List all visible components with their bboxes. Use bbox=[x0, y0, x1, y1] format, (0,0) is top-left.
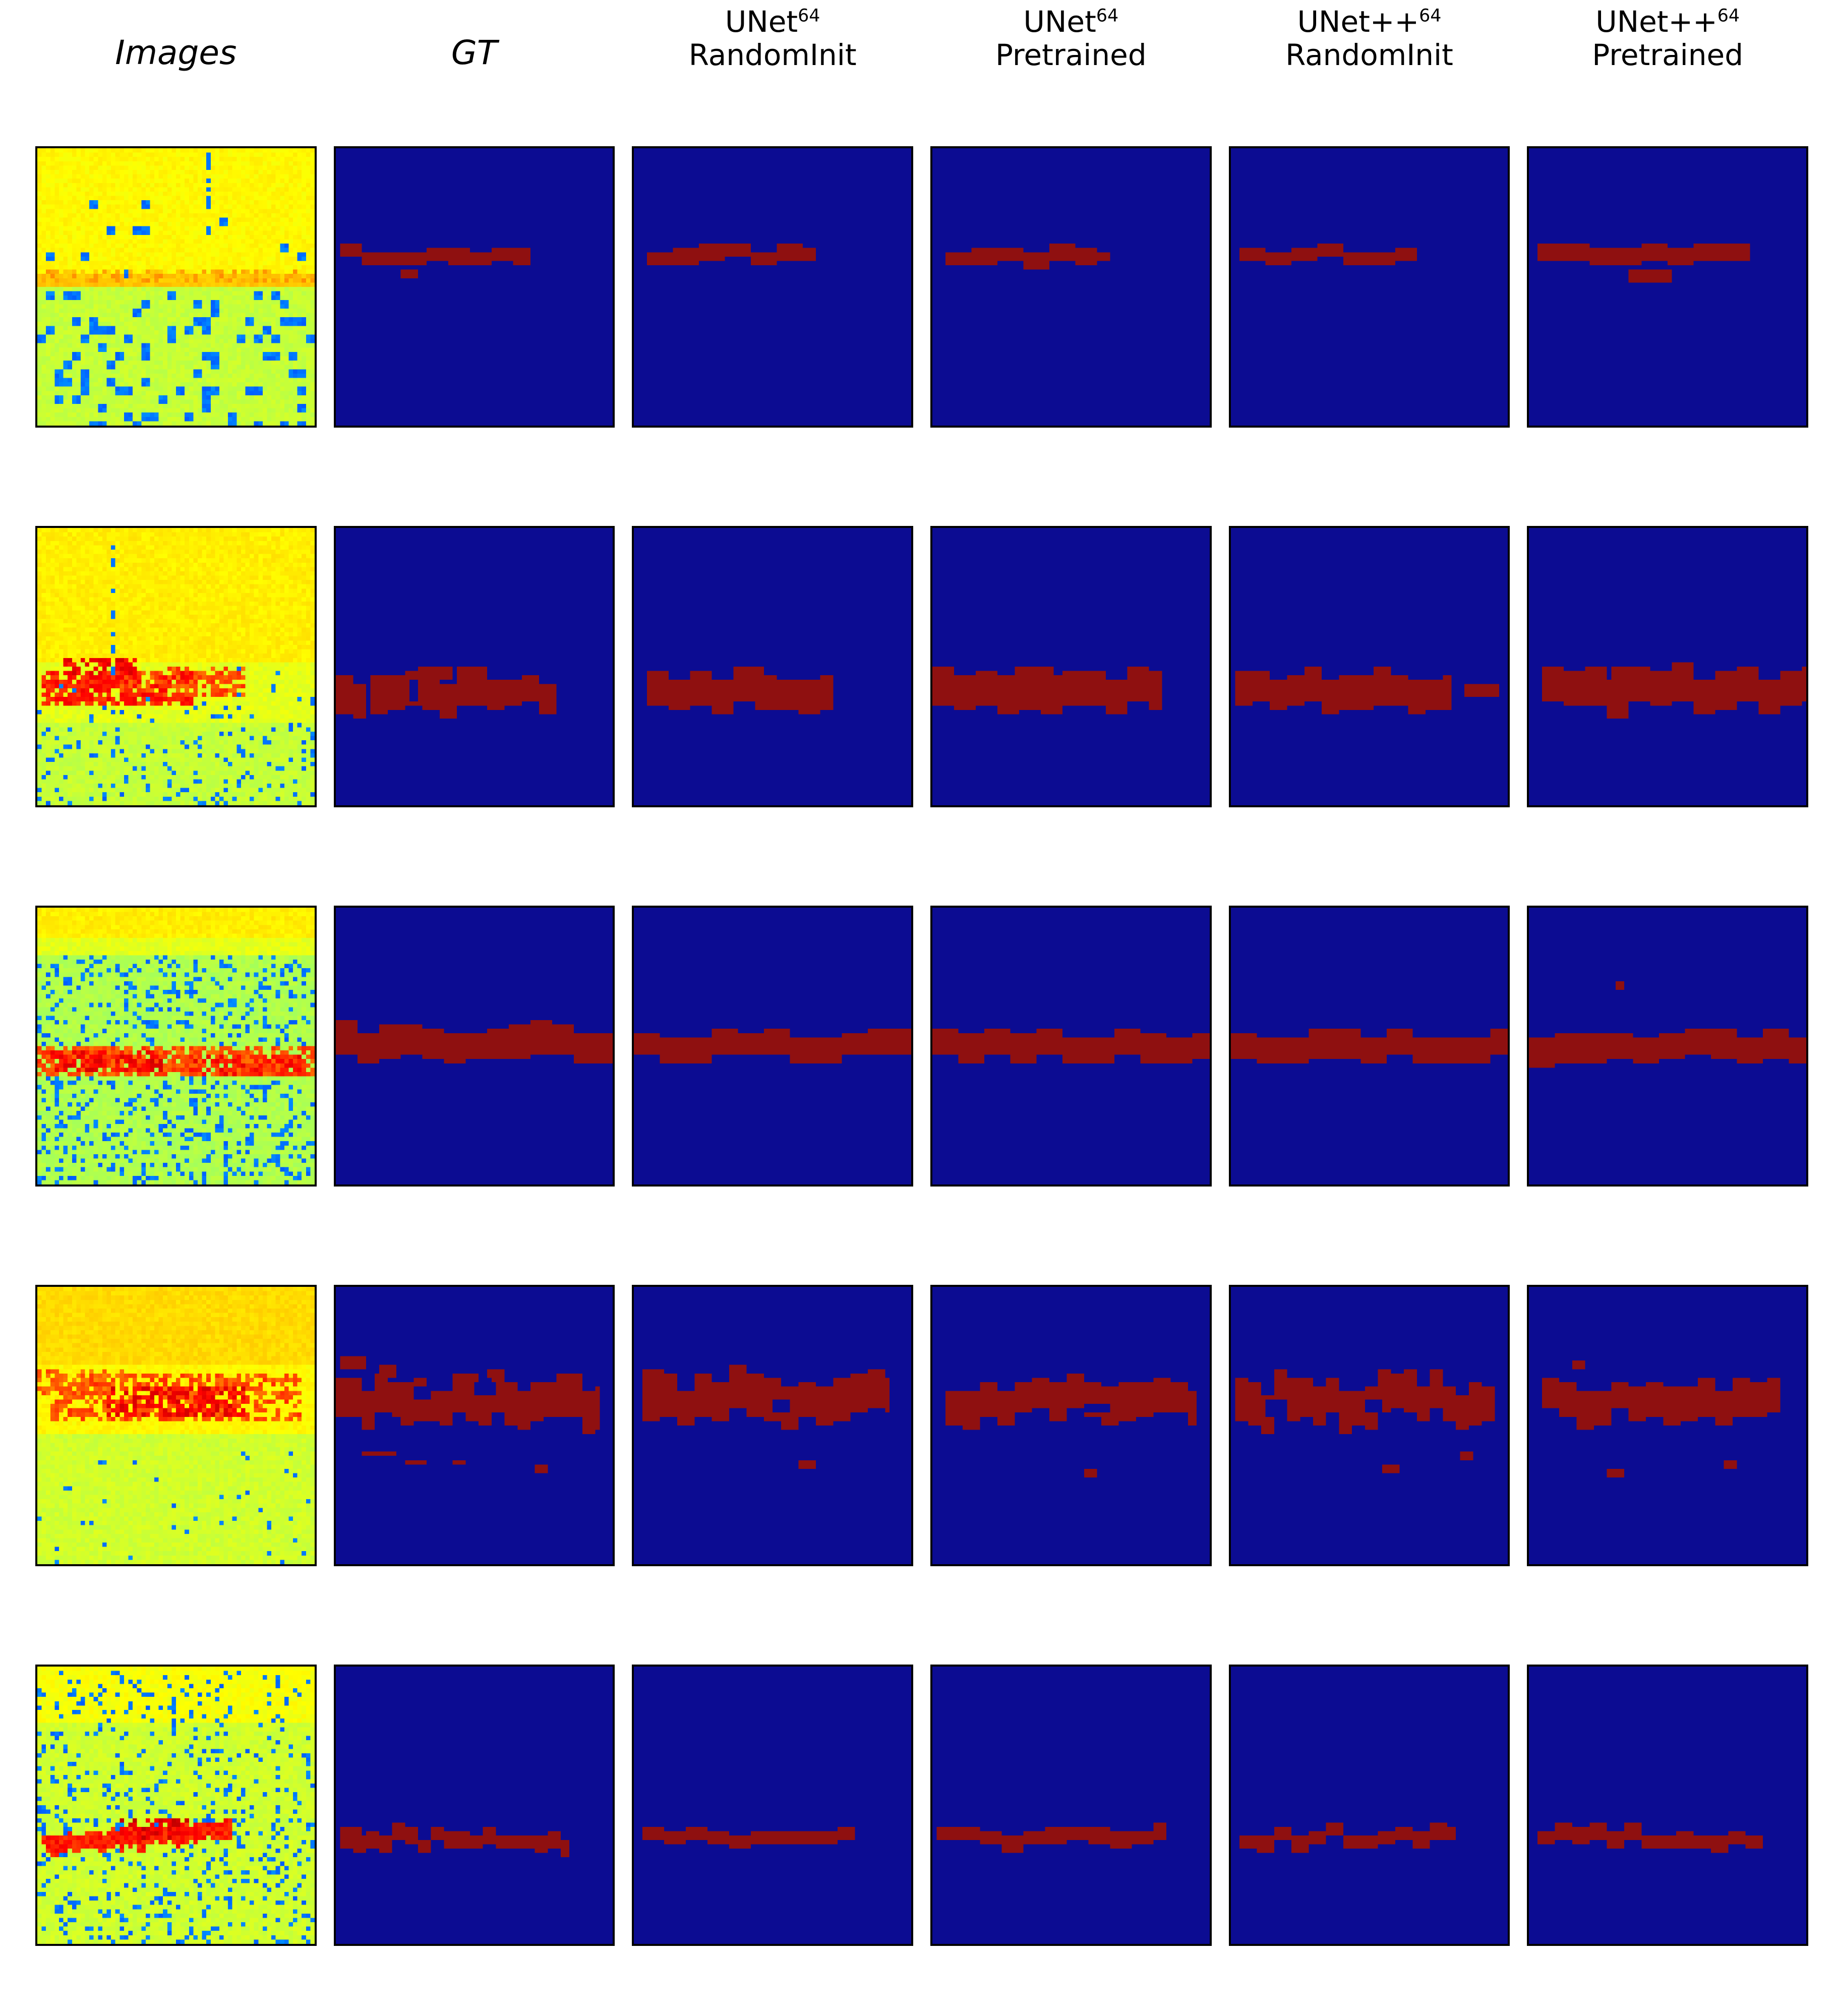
spectrogram-canvas bbox=[37, 1287, 315, 1564]
mask-panel-row4-col4 bbox=[930, 1285, 1212, 1566]
model-variant: RandomInit bbox=[1285, 38, 1453, 73]
panel-grid bbox=[35, 146, 1808, 1946]
model-name: UNet bbox=[1023, 5, 1096, 39]
mask-canvas bbox=[335, 1287, 613, 1564]
mask-canvas bbox=[932, 148, 1210, 426]
mask-canvas bbox=[1529, 1287, 1806, 1564]
spectrogram-canvas bbox=[37, 1666, 315, 1944]
mask-panel-row1-col5 bbox=[1228, 146, 1510, 428]
mask-panel-row2-col6 bbox=[1527, 525, 1808, 807]
mask-panel-row2-col5 bbox=[1228, 525, 1510, 807]
mask-panel-row1-col2 bbox=[333, 146, 615, 428]
mask-canvas bbox=[1230, 1287, 1508, 1564]
model-name: UNet++ bbox=[1595, 5, 1717, 39]
column-header-images-label: Images bbox=[115, 33, 237, 72]
mask-canvas bbox=[634, 148, 911, 426]
model-variant: Pretrained bbox=[1592, 38, 1744, 73]
mask-canvas bbox=[335, 148, 613, 426]
mask-panel-row5-col6 bbox=[1527, 1664, 1808, 1946]
column-header-unetpp-randominit: UNet++64 RandomInit bbox=[1229, 5, 1510, 72]
mask-canvas bbox=[634, 1287, 911, 1564]
mask-panel-row2-col2 bbox=[333, 525, 615, 807]
mask-canvas bbox=[634, 1666, 911, 1944]
mask-panel-row1-col4 bbox=[930, 146, 1212, 428]
mask-canvas bbox=[932, 1287, 1210, 1564]
mask-panel-row4-col6 bbox=[1527, 1285, 1808, 1566]
spectrogram-canvas bbox=[37, 527, 315, 805]
mask-panel-row2-col3 bbox=[632, 525, 913, 807]
mask-panel-row4-col2 bbox=[333, 1285, 615, 1566]
model-superscript: 64 bbox=[1419, 6, 1442, 26]
mask-panel-row4-col3 bbox=[632, 1285, 913, 1566]
mask-canvas bbox=[1529, 148, 1806, 426]
mask-canvas bbox=[1230, 1666, 1508, 1944]
column-headers-row: Images GT UNet64 RandomInit UNet64 Pretr… bbox=[35, 5, 1808, 72]
model-superscript: 64 bbox=[1717, 6, 1740, 26]
model-superscript: 64 bbox=[1096, 6, 1119, 26]
mask-canvas bbox=[335, 527, 613, 805]
model-superscript: 64 bbox=[798, 6, 820, 26]
mask-panel-row3-col5 bbox=[1228, 905, 1510, 1187]
model-name: UNet++ bbox=[1297, 5, 1419, 39]
mask-canvas bbox=[1230, 527, 1508, 805]
spectrogram-canvas bbox=[37, 907, 315, 1185]
input-image-panel-row5-col1 bbox=[35, 1664, 317, 1946]
mask-canvas bbox=[932, 1666, 1210, 1944]
mask-panel-row1-col3 bbox=[632, 146, 913, 428]
mask-panel-row3-col2 bbox=[333, 905, 615, 1187]
mask-canvas bbox=[1230, 148, 1508, 426]
mask-canvas bbox=[1529, 1666, 1806, 1944]
input-image-panel-row2-col1 bbox=[35, 525, 317, 807]
column-header-unet-randominit: UNet64 RandomInit bbox=[632, 5, 913, 72]
mask-canvas bbox=[335, 907, 613, 1185]
column-header-gt: GT bbox=[334, 34, 615, 72]
mask-canvas bbox=[932, 907, 1210, 1185]
model-name: UNet bbox=[725, 5, 798, 39]
input-image-panel-row4-col1 bbox=[35, 1285, 317, 1566]
input-image-panel-row3-col1 bbox=[35, 905, 317, 1187]
input-image-panel-row1-col1 bbox=[35, 146, 317, 428]
mask-canvas bbox=[634, 527, 911, 805]
mask-canvas bbox=[335, 1666, 613, 1944]
mask-canvas bbox=[1230, 907, 1508, 1185]
model-variant: Pretrained bbox=[995, 38, 1147, 73]
mask-panel-row5-col2 bbox=[333, 1664, 615, 1946]
column-header-unetpp-pretrained: UNet++64 Pretrained bbox=[1527, 5, 1808, 72]
mask-panel-row4-col5 bbox=[1228, 1285, 1510, 1566]
model-variant: RandomInit bbox=[688, 38, 857, 73]
mask-canvas bbox=[1529, 527, 1806, 805]
mask-panel-row5-col5 bbox=[1228, 1664, 1510, 1946]
mask-panel-row5-col4 bbox=[930, 1664, 1212, 1946]
mask-panel-row2-col4 bbox=[930, 525, 1212, 807]
mask-canvas bbox=[932, 527, 1210, 805]
mask-canvas bbox=[1529, 907, 1806, 1185]
mask-panel-row3-col3 bbox=[632, 905, 913, 1187]
mask-panel-row3-col6 bbox=[1527, 905, 1808, 1187]
column-header-images: Images bbox=[35, 34, 317, 72]
mask-panel-row1-col6 bbox=[1527, 146, 1808, 428]
mask-canvas bbox=[634, 907, 911, 1185]
column-header-unet-pretrained: UNet64 Pretrained bbox=[930, 5, 1212, 72]
mask-panel-row5-col3 bbox=[632, 1664, 913, 1946]
column-header-gt-label: GT bbox=[451, 33, 498, 72]
mask-panel-row3-col4 bbox=[930, 905, 1212, 1187]
spectrogram-canvas bbox=[37, 148, 315, 426]
